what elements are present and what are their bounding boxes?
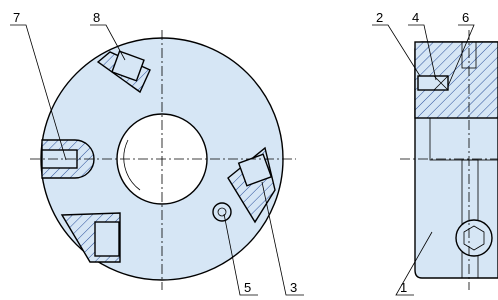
callout: 4 (412, 10, 419, 25)
callout: 7 (13, 10, 20, 25)
callout: 1 (400, 280, 407, 295)
callout: 5 (244, 280, 251, 295)
callout: 6 (462, 10, 469, 25)
front-view (30, 30, 296, 290)
callout: 8 (93, 10, 100, 25)
side-view (400, 30, 498, 290)
technical-drawing: 7 8 2 4 6 5 3 1 (0, 0, 498, 300)
callout: 2 (376, 10, 383, 25)
callout: 3 (290, 280, 297, 295)
